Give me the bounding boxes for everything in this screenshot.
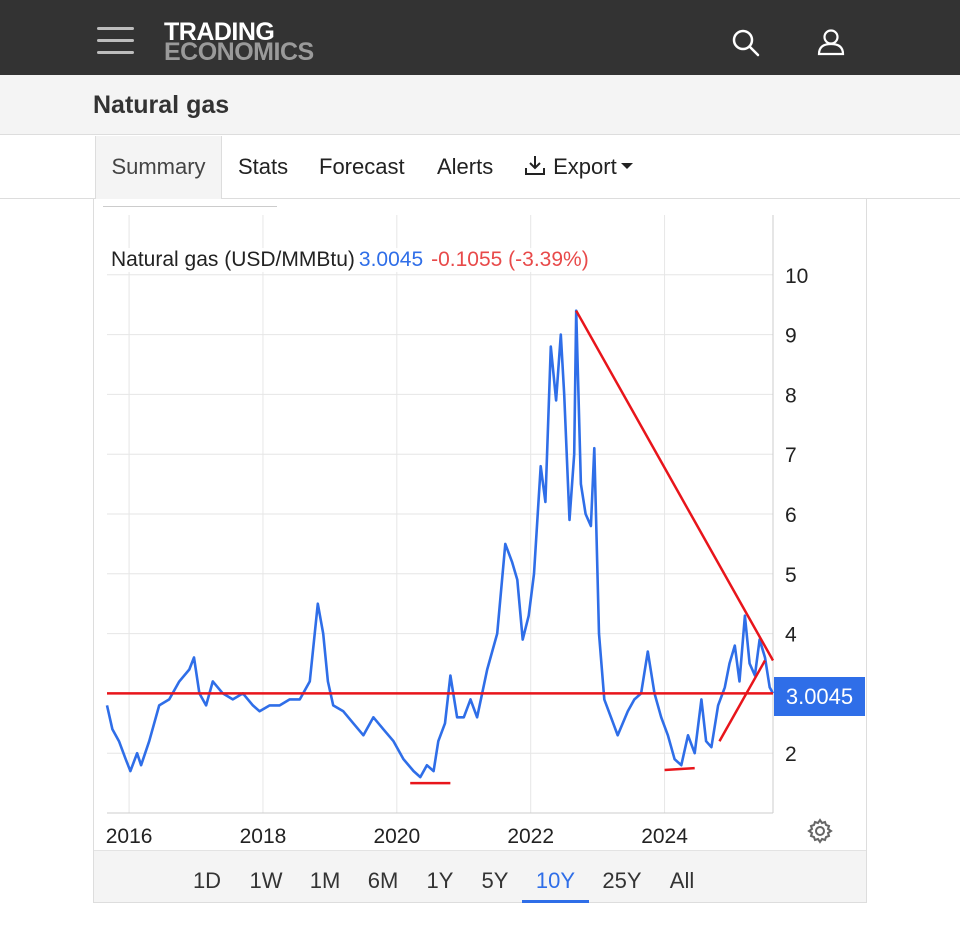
- y-tick-label: 2: [785, 743, 797, 766]
- tab-alerts-label: Alerts: [437, 154, 494, 179]
- y-tick-label: 10: [785, 265, 808, 288]
- tab-export[interactable]: Export: [523, 136, 633, 199]
- annotation-trend-line: [575, 310, 775, 662]
- annotation-support-line: [664, 766, 695, 772]
- range-1d-label: 1D: [192, 868, 222, 893]
- x-tick-label: 2016: [106, 825, 153, 848]
- y-tick-label: 6: [785, 504, 797, 527]
- tab-forecast-label: Forecast: [319, 154, 405, 179]
- series-line-natural-gas: [105, 309, 775, 779]
- legend-series-name: Natural gas (USD/MMBtu): [111, 248, 355, 271]
- download-icon: [525, 156, 545, 176]
- chevron-down-icon: [620, 163, 633, 170]
- range-all-label: All: [669, 868, 695, 893]
- tab-summary-label: Summary: [111, 154, 206, 179]
- search-icon[interactable]: [731, 28, 761, 58]
- x-tick-label: 2022: [507, 825, 554, 848]
- range-1w-label: 1W: [249, 868, 283, 893]
- range-5y[interactable]: 5Y: [475, 851, 515, 903]
- y-tick-label: 5: [785, 564, 797, 587]
- tab-export-label: Export: [553, 154, 617, 179]
- annotation-trend-line: [718, 659, 767, 742]
- range-1m-label: 1M: [309, 868, 341, 893]
- chart-legend: Natural gas (USD/MMBtu) 3.0045 -0.1055 (-3…: [109, 248, 591, 272]
- range-1m[interactable]: 1M: [305, 851, 345, 903]
- tab-bar: Summary Stats Forecast Alerts Export: [0, 136, 960, 199]
- hamburger-menu-icon[interactable]: [97, 27, 134, 55]
- y-tick-label: 8: [785, 384, 797, 407]
- legend-price: 3.0045: [358, 248, 424, 271]
- panel-divider: [103, 206, 277, 207]
- tab-stats-label: Stats: [238, 154, 289, 179]
- range-all[interactable]: All: [662, 851, 702, 903]
- tab-alerts[interactable]: Alerts: [437, 136, 493, 199]
- tab-summary[interactable]: Summary: [95, 136, 222, 199]
- range-1y-label: 1Y: [426, 868, 454, 893]
- top-navigation-bar: TRADING ECONOMICS: [0, 0, 960, 75]
- range-5y-label: 5Y: [481, 868, 509, 893]
- range-1w[interactable]: 1W: [244, 851, 288, 903]
- current-price-tag: 3.0045: [774, 677, 865, 716]
- gear-icon[interactable]: [807, 818, 833, 844]
- y-tick-label: 4: [785, 624, 797, 647]
- range-1y[interactable]: 1Y: [421, 851, 459, 903]
- logo-line-2: ECONOMICS: [164, 38, 314, 66]
- range-1d[interactable]: 1D: [188, 851, 226, 903]
- user-icon[interactable]: [816, 28, 846, 58]
- x-tick-label: 2024: [641, 825, 688, 848]
- page-title: Natural gas: [93, 91, 230, 119]
- y-tick-label: 7: [785, 444, 797, 467]
- range-10y[interactable]: 10Y: [522, 851, 589, 903]
- range-25y-label: 25Y: [602, 868, 642, 893]
- legend-change: -0.1055 (-3.39%): [431, 248, 589, 271]
- tab-forecast[interactable]: Forecast: [319, 136, 405, 199]
- range-25y[interactable]: 25Y: [598, 851, 646, 903]
- tab-stats[interactable]: Stats: [238, 136, 288, 199]
- y-tick-label: 9: [785, 325, 797, 348]
- range-6m-label: 6M: [367, 868, 399, 893]
- chart-panel: [93, 199, 867, 903]
- range-10y-label: 10Y: [535, 868, 576, 893]
- x-tick-label: 2018: [240, 825, 287, 848]
- logo-line-1: TRADING: [164, 18, 275, 46]
- title-bar: Natural gas: [0, 75, 960, 135]
- range-6m[interactable]: 6M: [363, 851, 403, 903]
- time-range-selector: 1D 1W 1M 6M 1Y 5Y 10Y 25Y All: [94, 850, 866, 903]
- trading-economics-logo[interactable]: TRADING ECONOMICS: [164, 20, 314, 65]
- x-tick-label: 2020: [373, 825, 420, 848]
